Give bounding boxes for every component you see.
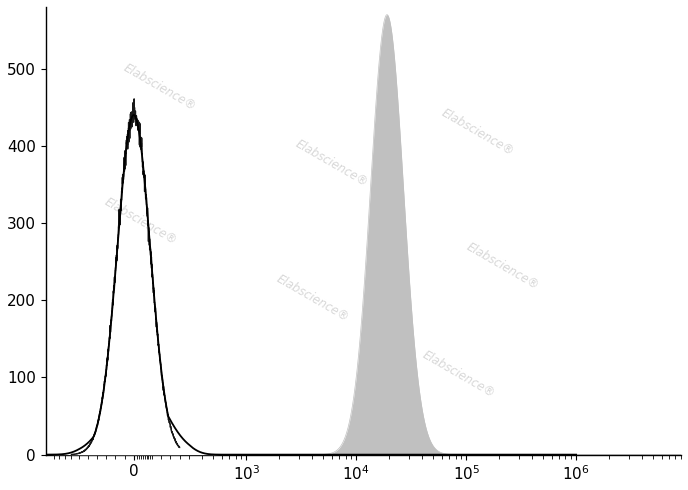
Text: Elabscience®: Elabscience®: [420, 348, 497, 400]
Text: Elabscience®: Elabscience®: [103, 196, 180, 248]
Text: Elabscience®: Elabscience®: [439, 106, 516, 158]
Text: Elabscience®: Elabscience®: [464, 241, 541, 293]
Text: Elabscience®: Elabscience®: [122, 62, 199, 114]
Text: Elabscience®: Elabscience®: [293, 138, 370, 190]
Text: Elabscience®: Elabscience®: [274, 272, 351, 324]
